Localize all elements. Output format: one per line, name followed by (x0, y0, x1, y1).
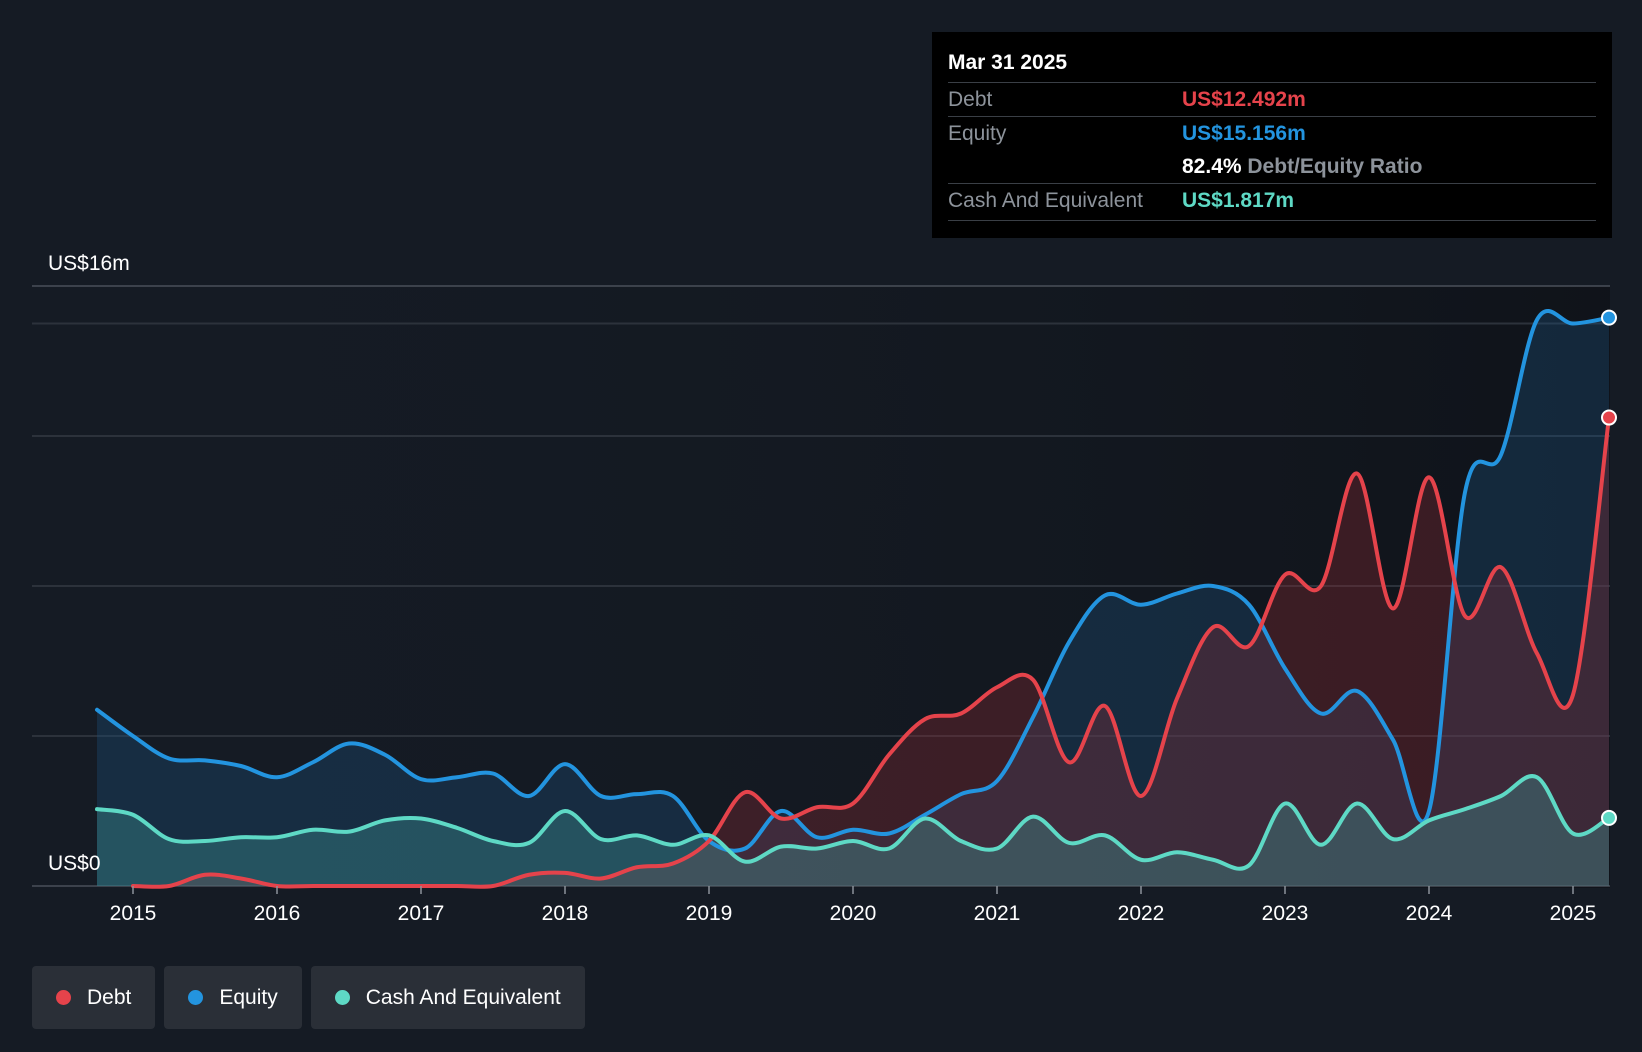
x-tick-label: 2019 (686, 902, 733, 925)
grid-lines (32, 285, 1610, 887)
debt-dot-icon (56, 990, 71, 1005)
equity-line (95, 309, 1611, 853)
tooltip-equity-row: Equity US$15.156m (948, 116, 1596, 150)
legend-label-cash: Cash And Equivalent (365, 985, 561, 1009)
x-tick-label: 2023 (1262, 902, 1309, 925)
debt-area (133, 417, 1609, 887)
legend-label-equity: Equity (219, 985, 278, 1009)
x-tick-label: 2024 (1406, 902, 1453, 925)
tooltip-cash-row: Cash And Equivalent US$1.817m (948, 183, 1596, 221)
y-axis-bottom-label: US$0 (48, 852, 101, 875)
tooltip-equity-label: Equity (948, 122, 1007, 145)
tooltip-ratio-row: 82.4% Debt/Equity Ratio (948, 150, 1596, 183)
tooltip-cash-label: Cash And Equivalent (948, 189, 1143, 212)
tooltip-panel: Mar 31 2025 Debt US$12.492m Equity US$15… (932, 32, 1612, 238)
legend-item-equity[interactable]: Equity (164, 966, 302, 1029)
x-tick-label: 2017 (398, 902, 445, 925)
cash-line (95, 774, 1611, 871)
legend-item-cash[interactable]: Cash And Equivalent (310, 966, 585, 1029)
tooltip-debt-value: US$12.492m (1182, 88, 1306, 111)
tooltip-debt-label: Debt (948, 88, 993, 111)
x-tick-label: 2022 (1118, 902, 1165, 925)
x-tick-label: 2015 (110, 902, 157, 925)
equity-endpoint (1601, 309, 1617, 326)
tooltip-ratio-label: Debt/Equity Ratio (1247, 155, 1423, 178)
x-axis: 2015 2016 2017 2018 2019 2020 2021 2022 2023 2024… (110, 886, 1597, 925)
series-layer (95, 309, 1617, 889)
equity-dot-icon (188, 990, 204, 1005)
x-tick-label: 2021 (974, 902, 1021, 925)
tooltip-ratio-value: 82.4% (1182, 155, 1242, 178)
equity-area (97, 310, 1609, 887)
tooltip-date: Mar 31 2025 (948, 51, 1068, 74)
x-tick-label: 2016 (254, 902, 301, 925)
y-axis-top-label: US$16m (48, 252, 130, 275)
tooltip-cash-value: US$1.817m (1182, 189, 1295, 212)
cash-endpoint (1601, 809, 1617, 826)
chart-legend: Debt Equity Cash And Equivalent (32, 966, 585, 1029)
x-tick-label: 2020 (830, 902, 877, 925)
legend-label-debt: Debt (87, 985, 132, 1009)
cash-area (97, 776, 1609, 886)
debt-line (131, 415, 1611, 889)
tooltip-debt-row: Debt US$12.492m (948, 82, 1596, 116)
x-tick-label: 2025 (1550, 902, 1597, 925)
tooltip-ratio: 82.4% Debt/Equity Ratio (1182, 150, 1422, 183)
tooltip-equity-value: US$15.156m (1182, 122, 1306, 145)
x-tick-label: 2018 (542, 902, 589, 925)
debt-endpoint (1601, 409, 1617, 426)
cash-dot-icon (334, 990, 350, 1005)
legend-item-debt[interactable]: Debt (32, 966, 156, 1029)
